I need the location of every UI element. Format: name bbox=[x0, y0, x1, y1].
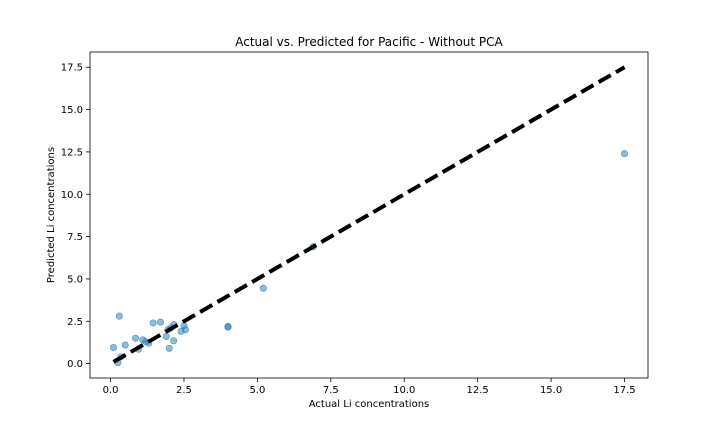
y-tick-label: 0.0 bbox=[67, 359, 83, 370]
x-tick-label: 10.0 bbox=[393, 385, 415, 396]
y-tick-label: 10.0 bbox=[61, 190, 83, 201]
data-point bbox=[121, 341, 129, 349]
data-point bbox=[132, 334, 140, 342]
plot-frame bbox=[89, 51, 649, 379]
x-tick-label: 17.5 bbox=[613, 385, 635, 396]
data-point bbox=[156, 318, 164, 326]
x-tick-label: 12.5 bbox=[467, 385, 489, 396]
data-point bbox=[109, 344, 117, 352]
y-tick-label: 15.0 bbox=[61, 105, 83, 116]
x-tick-label: 2.5 bbox=[176, 385, 192, 396]
data-point bbox=[115, 312, 123, 320]
x-tick-label: 5.0 bbox=[249, 385, 265, 396]
plot-area bbox=[109, 65, 629, 367]
x-tick-label: 7.5 bbox=[323, 385, 339, 396]
data-point bbox=[224, 323, 232, 331]
data-point bbox=[170, 337, 178, 345]
y-tick-label: 5.0 bbox=[67, 274, 83, 285]
axis-ticks: 0.0 2.5 5.0 7.5 10.0 12.5 15.0 17.5 0.0 2.5 5.0 7.5… bbox=[61, 63, 636, 396]
x-axis-label: Actual Li concentrations bbox=[309, 399, 430, 410]
x-tick-label: 0.0 bbox=[103, 385, 119, 396]
y-tick-label: 2.5 bbox=[67, 317, 83, 328]
reference-line bbox=[112, 65, 626, 364]
chart-title: Actual vs. Predicted for Pacific - Witho… bbox=[235, 35, 503, 49]
y-tick-label: 7.5 bbox=[67, 232, 83, 243]
data-point bbox=[165, 344, 173, 352]
data-point bbox=[621, 150, 629, 158]
y-tick-label: 17.5 bbox=[61, 63, 83, 74]
data-point bbox=[162, 333, 170, 341]
x-tick-label: 15.0 bbox=[540, 385, 562, 396]
data-point bbox=[181, 326, 189, 334]
y-axis-label: Predicted Li concentrations bbox=[46, 147, 57, 283]
data-point bbox=[149, 319, 157, 327]
data-point bbox=[259, 284, 267, 292]
y-tick-label: 12.5 bbox=[61, 147, 83, 158]
